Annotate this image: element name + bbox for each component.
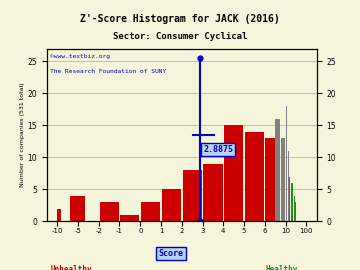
- Text: Healthy: Healthy: [266, 265, 298, 270]
- Bar: [57, 209, 61, 221]
- Bar: [70, 196, 74, 221]
- Bar: [120, 215, 139, 221]
- Bar: [245, 132, 264, 221]
- Bar: [141, 202, 160, 221]
- Bar: [162, 189, 181, 221]
- Text: Z'-Score Histogram for JACK (2016): Z'-Score Histogram for JACK (2016): [80, 14, 280, 23]
- Bar: [265, 138, 270, 221]
- Bar: [281, 138, 285, 221]
- Bar: [275, 119, 280, 221]
- Bar: [100, 202, 119, 221]
- Text: Sector: Consumer Cyclical: Sector: Consumer Cyclical: [113, 32, 247, 41]
- Text: 2.8875: 2.8875: [203, 145, 233, 154]
- Text: ©www.textbiz.org: ©www.textbiz.org: [50, 54, 109, 59]
- Bar: [183, 170, 202, 221]
- Bar: [203, 164, 222, 221]
- Text: The Research Foundation of SUNY: The Research Foundation of SUNY: [50, 69, 166, 74]
- Bar: [74, 196, 78, 221]
- Y-axis label: Number of companies (531 total): Number of companies (531 total): [20, 83, 25, 187]
- Bar: [270, 138, 275, 221]
- Text: Score: Score: [158, 249, 184, 258]
- Bar: [78, 196, 85, 221]
- Text: Unhealthy: Unhealthy: [50, 265, 92, 270]
- Bar: [224, 125, 243, 221]
